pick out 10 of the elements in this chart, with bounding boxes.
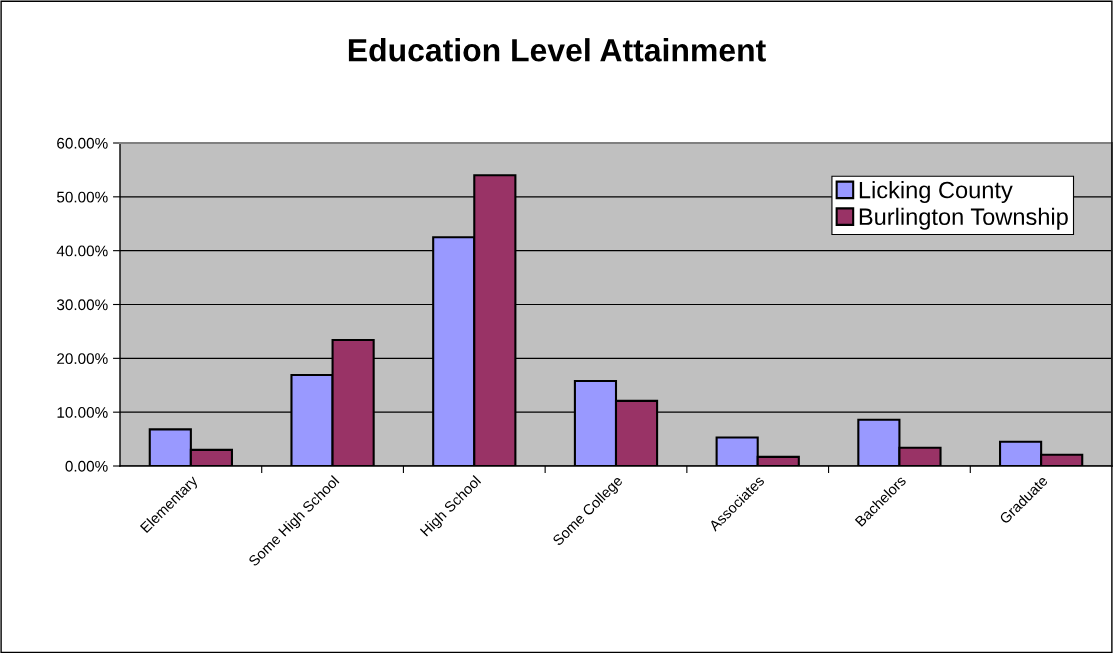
y-tick-label: 40.00%: [56, 245, 108, 257]
y-tick-label: 0.00%: [65, 460, 108, 472]
y-tick-label: 20.00%: [57, 353, 108, 365]
y-tick-label: 10.00%: [57, 407, 108, 418]
y-tick-label: 30.00%: [56, 299, 108, 311]
y-tick-label: 50.00%: [56, 191, 108, 203]
chart-title: Education Level Attainment: [348, 38, 766, 62]
legend-label: Burlington Township: [859, 207, 1068, 230]
legend-label: Licking County: [859, 181, 1013, 204]
y-tick-label: 60.00%: [57, 137, 108, 149]
